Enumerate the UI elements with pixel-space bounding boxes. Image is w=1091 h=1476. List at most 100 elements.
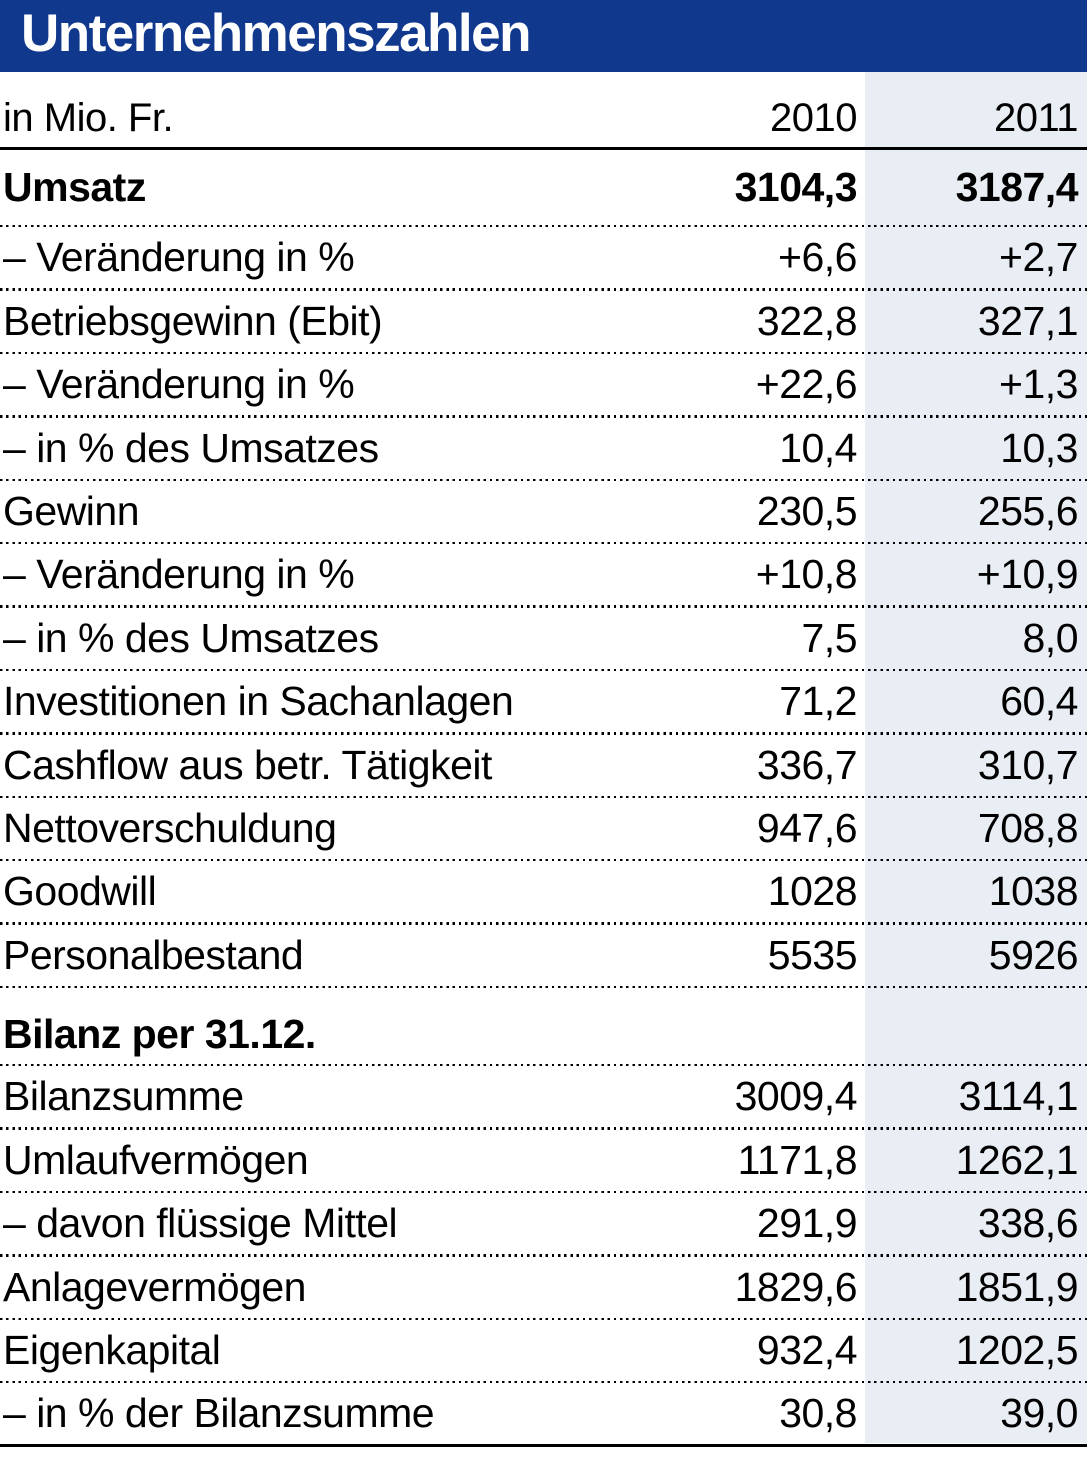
value-2011: 5926 (988, 931, 1079, 978)
value-2010: +22,6 (755, 361, 858, 408)
value-2011: 1038 (988, 868, 1079, 915)
value-2011: 10,3 (1000, 424, 1078, 471)
row-label: – in % des Umsatzes (3, 614, 379, 661)
dotted-divider (0, 922, 1087, 925)
table-row: Investitionen in Sachanlagen 71,2 60,4 (0, 671, 1087, 732)
value-2010: 1829,6 (734, 1263, 858, 1310)
table-row: Bilanzsumme 3009,4 3114,1 (0, 1066, 1087, 1127)
table-row: Nettoverschuldung 947,6 708,8 (0, 798, 1087, 859)
value-2011: 1202,5 (955, 1327, 1079, 1374)
table-row: Personalbestand 5535 5926 (0, 925, 1087, 986)
dotted-divider (0, 1190, 1087, 1194)
value-2010: 3009,4 (734, 1073, 858, 1120)
table-row: – Veränderung in % +10,8 +10,9 (0, 544, 1087, 605)
value-2011: 39,0 (1000, 1390, 1078, 1437)
row-label: Goodwill (3, 868, 157, 915)
table-row: – in % der Bilanzsumme 30,8 39,0 (0, 1383, 1087, 1444)
row-label: Betriebsgewinn (Ebit) (3, 297, 383, 344)
dotted-divider (0, 225, 1087, 228)
dotted-divider (0, 795, 1087, 798)
table-row: – in % des Umsatzes 10,4 10,3 (0, 418, 1087, 479)
table-row: Umsatz 3104,3 3187,4 (0, 150, 1087, 225)
row-label: Nettoverschuldung (3, 804, 337, 851)
value-2010: 230,5 (756, 487, 858, 534)
table-row: – davon flüssige Mittel 291,9 338,6 (0, 1193, 1087, 1254)
value-2010: 1171,8 (737, 1136, 858, 1183)
value-2011: 8,0 (1022, 614, 1079, 661)
table-row: Cashflow aus betr. Tätigkeit 336,7 310,7 (0, 735, 1087, 796)
dotted-divider (0, 415, 1087, 418)
dotted-divider (0, 288, 1087, 291)
table-row: Betriebsgewinn (Ebit) 322,8 327,1 (0, 291, 1087, 352)
row-label: Cashflow aus betr. Tätigkeit (3, 741, 492, 788)
table-row: Anlagevermögen 1829,6 1851,9 (0, 1257, 1087, 1318)
value-2010: 947,6 (756, 804, 858, 851)
dotted-divider (0, 668, 1087, 672)
row-label: Personalbestand (3, 931, 304, 978)
value-2011: 3187,4 (955, 164, 1079, 210)
value-2011: 3114,1 (958, 1073, 1079, 1120)
dotted-divider (0, 1317, 1087, 1321)
table-body: Umsatz 3104,3 3187,4 – Veränderung in % +6,6… (0, 150, 1087, 1444)
value-2011: +1,3 (999, 361, 1078, 408)
page-title: Unternehmenszahlen (21, 3, 532, 63)
table-row: Goodwill 1028 1038 (0, 861, 1087, 922)
dotted-divider (0, 985, 1087, 989)
section-title: Bilanz per 31.12. (3, 1011, 316, 1058)
value-2011: 1262,1 (955, 1136, 1079, 1183)
value-2010: 336,7 (756, 741, 858, 788)
value-2011: 327,1 (977, 297, 1079, 344)
row-label: – Veränderung in % (3, 361, 355, 408)
dotted-divider (0, 351, 1087, 355)
value-2011: 708,8 (977, 804, 1079, 851)
title-bar: Unternehmenszahlen (0, 0, 1087, 72)
column-header-2011: 2011 (993, 96, 1079, 140)
value-2010: 3104,3 (734, 164, 858, 210)
value-2011: 1851,9 (955, 1263, 1079, 1310)
value-2010: 7,5 (801, 614, 858, 661)
section-header-row: Bilanz per 31.12. (0, 988, 1087, 1064)
value-2011: 310,7 (977, 741, 1079, 788)
table-row: – in % des Umsatzes 7,5 8,0 (0, 608, 1087, 669)
unit-label: in Mio. Fr. (3, 96, 174, 140)
dotted-divider (0, 1127, 1087, 1130)
row-label: Eigenkapital (3, 1327, 221, 1374)
row-label: Umsatz (3, 164, 146, 210)
table-row: – Veränderung in % +22,6 +1,3 (0, 354, 1087, 415)
row-label: Bilanzsumme (3, 1073, 244, 1120)
row-label: – davon flüssige Mittel (3, 1200, 398, 1247)
header-divider-line (0, 147, 1087, 150)
row-label: – Veränderung in % (3, 551, 355, 598)
value-2011: 60,4 (1000, 678, 1078, 725)
value-2011: +2,7 (999, 234, 1078, 281)
table-row: – Veränderung in % +6,6 +2,7 (0, 227, 1087, 288)
row-label: – in % der Bilanzsumme (3, 1390, 435, 1437)
row-label: Anlagevermögen (3, 1263, 306, 1310)
table-row: Eigenkapital 932,4 1202,5 (0, 1320, 1087, 1381)
row-label: Investitionen in Sachanlagen (3, 678, 514, 725)
table-row: Umlaufvermögen 1171,8 1262,1 (0, 1130, 1087, 1191)
dotted-divider (0, 478, 1087, 481)
row-label: Umlaufvermögen (3, 1136, 309, 1183)
figures-table: in Mio. Fr. 2010 2011 Umsatz 3104,3 3187,4… (0, 72, 1087, 1448)
dotted-divider (0, 541, 1087, 545)
column-header-2010: 2010 (770, 96, 857, 140)
value-2010: 1028 (767, 868, 858, 915)
value-2010: 322,8 (756, 297, 858, 344)
table-row: Gewinn 230,5 255,6 (0, 481, 1087, 542)
row-label: Gewinn (3, 487, 140, 534)
value-2010: +6,6 (778, 234, 857, 281)
bottom-divider-line (0, 1444, 1087, 1448)
value-2011: +10,9 (976, 551, 1079, 598)
dotted-divider (0, 732, 1087, 735)
value-2010: 71,2 (779, 678, 857, 725)
value-2011: 255,6 (977, 487, 1079, 534)
dotted-divider (0, 605, 1087, 608)
dotted-divider (0, 1381, 1087, 1384)
value-2010: 10,4 (779, 424, 857, 471)
column-2011-highlight-band (865, 72, 1087, 1443)
row-label: – in % des Umsatzes (3, 424, 379, 471)
dotted-divider (0, 1064, 1087, 1067)
value-2010: 30,8 (779, 1390, 857, 1437)
